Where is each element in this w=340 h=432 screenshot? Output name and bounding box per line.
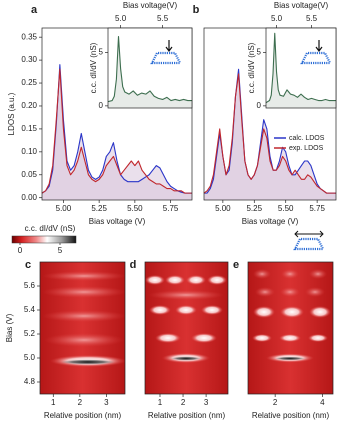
- y-tick-label: 0.25: [21, 78, 37, 87]
- colorbar-tick-label: 0: [18, 246, 23, 255]
- x-tick-label: 2: [181, 398, 186, 407]
- heatmap-d: [145, 262, 228, 394]
- y-tick-label: 0.30: [21, 55, 37, 64]
- panel-label: b: [193, 4, 200, 16]
- area: [108, 36, 192, 108]
- panel-label: a: [31, 4, 38, 16]
- x-tick-label: 5.5: [157, 14, 169, 23]
- molecule-icon: [293, 237, 325, 251]
- x-axis-label: Relative position (nm): [44, 411, 122, 420]
- plot-frame: [39, 261, 126, 395]
- heatmap-e: [248, 262, 333, 394]
- y-tick-label: 4.8: [24, 377, 36, 386]
- x-tick-label: 5.0: [271, 14, 283, 23]
- plot-frame: [144, 261, 229, 395]
- y-tick-label: 5.6: [24, 281, 36, 290]
- x-tick-label: 5.5: [306, 14, 318, 23]
- panel-label: d: [130, 259, 137, 271]
- line: [265, 32, 336, 104]
- y-tick-label: 0.15: [21, 124, 37, 133]
- y-tick-label: 5.0: [24, 353, 36, 362]
- heatmap-images: [40, 262, 333, 394]
- x-tick-label: 5.00: [215, 204, 231, 213]
- x-tick-label: 5.75: [163, 204, 179, 213]
- line: [41, 68, 192, 194]
- y-axis-label: LDOS (a.u.): [7, 92, 16, 135]
- x-tick-label: 5.0: [115, 14, 127, 23]
- x-axis-label: Relative position (nm): [252, 411, 330, 420]
- y-axis-label: Bias (V): [5, 313, 14, 342]
- y-tick-label: 5: [99, 48, 104, 57]
- y-tick-label: 0.05: [21, 170, 37, 179]
- x-tick-label: 3: [204, 398, 209, 407]
- x-tick-label: 2: [273, 398, 278, 407]
- colorbar-label: c.c. dI/dV (nS): [25, 224, 76, 233]
- plot-frame: [247, 261, 334, 395]
- x-tick-label: 5.50: [278, 204, 294, 213]
- y-tick-label: 5.4: [24, 305, 36, 314]
- y-tick-label: 0.20: [21, 101, 37, 110]
- line: [107, 35, 192, 103]
- x-tick-label: 3: [104, 398, 109, 407]
- x-tick-label: 1: [51, 398, 56, 407]
- y-tick-label: 5: [257, 48, 262, 57]
- x-tick-label: 5.25: [91, 204, 107, 213]
- plot-frame: [107, 27, 193, 109]
- legend-label: calc. LDOS: [289, 135, 325, 142]
- y-tick-label: 0.00: [21, 193, 37, 202]
- heatmap-c: [40, 262, 125, 394]
- y-tick-label: 5.2: [24, 329, 36, 338]
- tip-arrow: [315, 40, 323, 52]
- y-tick-label: 0: [99, 101, 104, 110]
- tip-arrow: [165, 40, 173, 52]
- x-axis-label: Bias voltage(V): [274, 1, 329, 10]
- molecule-icon: [150, 51, 182, 65]
- y-tick-label: 0.35: [21, 32, 37, 41]
- area: [42, 69, 192, 200]
- x-tick-label: 2: [78, 398, 83, 407]
- plot-frame: [265, 27, 337, 109]
- line: [203, 73, 336, 194]
- y-tick-label: 0: [257, 101, 262, 110]
- x-tick-label: 5.75: [309, 204, 325, 213]
- y-tick-label: 0.10: [21, 147, 37, 156]
- panel-label: e: [233, 259, 239, 271]
- scan-arrow: [294, 230, 324, 238]
- x-tick-label: 4: [320, 398, 325, 407]
- panel-label: c: [25, 259, 31, 271]
- legend-label: exp. LDOS: [289, 145, 324, 152]
- y-axis-label: c.c. dI/dV (nS): [247, 42, 256, 93]
- x-tick-label: 1: [158, 398, 163, 407]
- x-axis-label: Bias voltage (V): [242, 217, 299, 226]
- x-axis-label: Bias voltage (V): [89, 217, 146, 226]
- area: [204, 73, 336, 200]
- x-tick-label: 5.25: [246, 204, 262, 213]
- x-tick-label: 5.00: [56, 204, 72, 213]
- molecule-icon: [300, 51, 332, 65]
- x-axis-label: Bias voltage(V): [123, 1, 178, 10]
- colorbar: [11, 235, 77, 244]
- colorbar-tick-label: 5: [58, 246, 63, 255]
- x-tick-label: 5.50: [127, 204, 143, 213]
- y-axis-label: c.c. dI/dV (nS): [89, 42, 98, 93]
- x-axis-label: Relative position (nm): [148, 411, 226, 420]
